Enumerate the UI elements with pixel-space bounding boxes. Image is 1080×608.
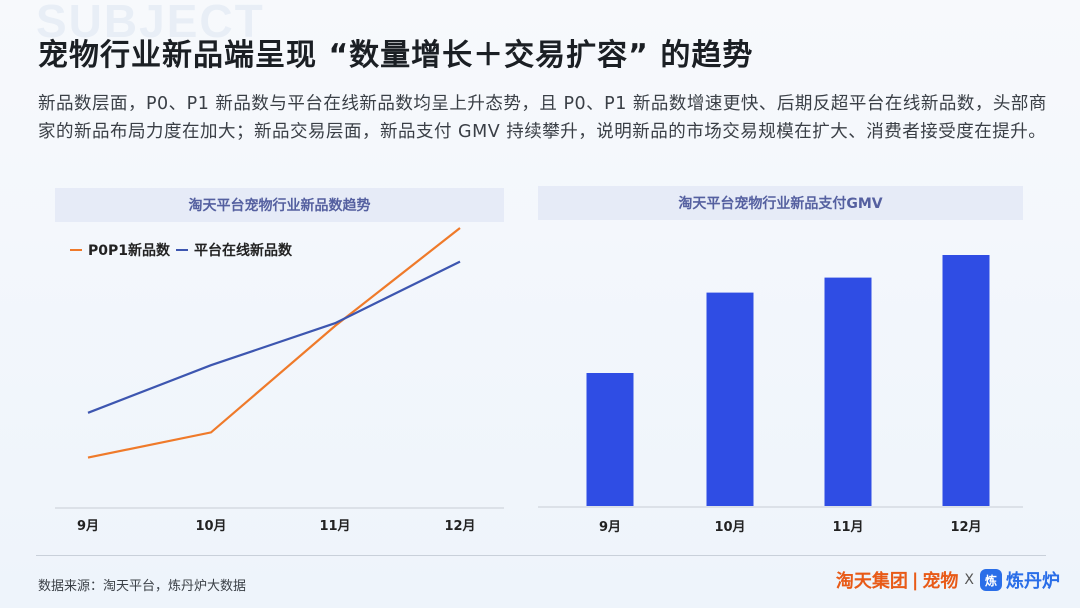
- gmv-bar: [942, 255, 990, 506]
- brand-x: X: [964, 572, 974, 588]
- line-x-tick-label: 11月: [319, 519, 350, 534]
- brand-tmall: 淘天集团: [835, 571, 908, 592]
- brand-separator: |: [911, 569, 919, 591]
- bar-x-tick-label: 9月: [599, 520, 621, 535]
- page-description: 新品数层面，P0、P1 新品数与平台在线新品数均呈上升态势，且 P0、P1 新品…: [38, 94, 1047, 142]
- watermark-text: SUBJECT: [36, 0, 265, 47]
- brand-partner: 炼丹炉: [1006, 571, 1060, 592]
- bar-x-tick-label: 11月: [832, 520, 863, 535]
- legend-label-p0p1: P0P1新品数: [88, 243, 171, 259]
- gmv-bar: [824, 277, 872, 506]
- legend-item-p0p1: P0P1新品数: [70, 240, 170, 260]
- line-chart-legend: P0P1新品数 平台在线新品数: [70, 240, 298, 260]
- legend-swatch-p0p1: [70, 249, 82, 251]
- line-x-tick-label: 12月: [444, 519, 475, 534]
- legend-swatch-platform: [176, 249, 189, 251]
- page-title: 宠物行业新品端呈现 “数量增长＋交易扩容” 的趋势: [38, 38, 754, 73]
- gmv-bar: [706, 292, 754, 506]
- bar-x-tick-label: 10月: [714, 520, 745, 535]
- gmv-bar: [586, 373, 634, 506]
- line-x-tick-label: 10月: [195, 519, 226, 534]
- brand-logos: 淘天集团 | 宠物 X 炼 炼丹炉: [836, 567, 1060, 593]
- line-x-tick-label: 9月: [77, 519, 99, 534]
- legend-item-platform: 平台在线新品数: [176, 240, 292, 260]
- data-source-note: 数据来源：淘天平台，炼丹炉大数据: [38, 579, 247, 594]
- series-line-platform: [87, 260, 461, 414]
- partner-logo-icon: 炼: [980, 569, 1002, 591]
- legend-label-platform: 平台在线新品数: [194, 243, 293, 259]
- bar-chart-title: 淘天平台宠物行业新品支付GMV: [538, 186, 1023, 220]
- brand-pet: 宠物: [922, 571, 959, 592]
- line-chart-title: 淘天平台宠物行业新品数趋势: [55, 188, 504, 222]
- bar-x-tick-label: 12月: [950, 520, 981, 535]
- footer-divider: [36, 555, 1046, 556]
- series-line-p0p1: [87, 227, 461, 459]
